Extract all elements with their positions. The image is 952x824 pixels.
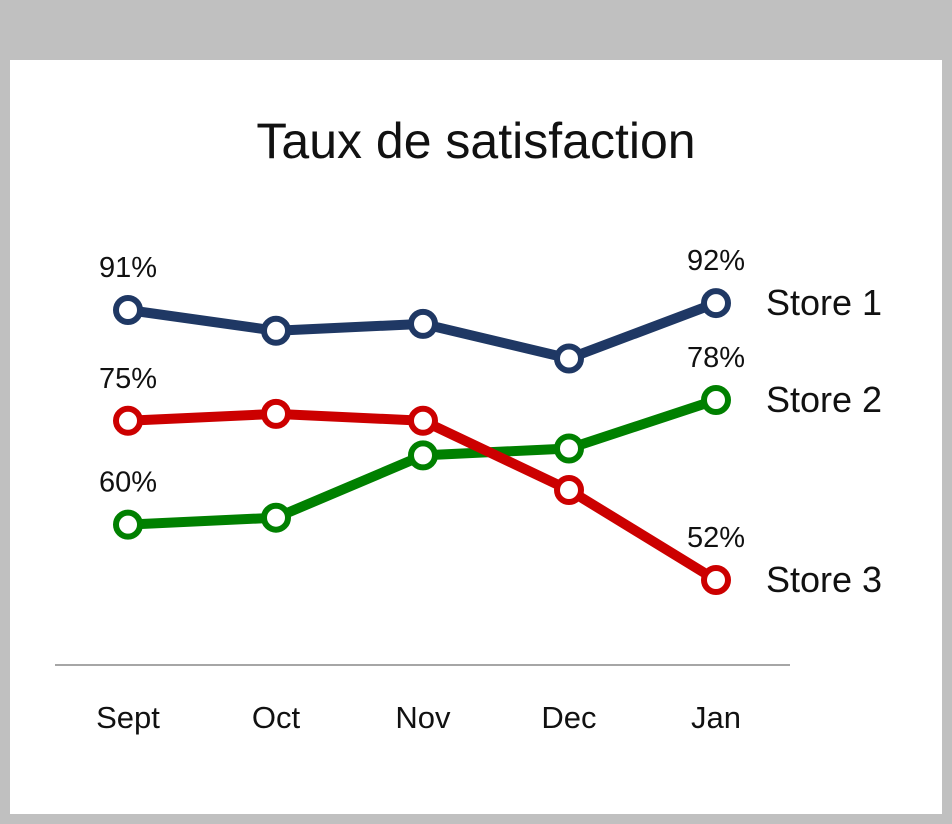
x-tick-label: Nov	[395, 700, 451, 735]
legend-label: Store 3	[766, 559, 882, 600]
data-point	[554, 433, 584, 464]
data-point	[113, 509, 143, 540]
data-point	[554, 343, 584, 374]
data-point	[554, 475, 584, 505]
data-point	[408, 308, 438, 339]
end-value-label: 92%	[687, 245, 745, 277]
x-tick-label: Oct	[252, 700, 301, 735]
data-point	[113, 295, 143, 325]
start-value-label: 91%	[99, 252, 157, 284]
x-tick-label: Sept	[96, 700, 160, 735]
data-point	[113, 405, 143, 436]
x-tick-label: Jan	[691, 700, 741, 735]
data-point	[701, 288, 731, 319]
legend-label: Store 1	[766, 282, 882, 323]
series-line-3	[123, 408, 721, 585]
start-value-label: 75%	[99, 363, 157, 395]
data-point	[701, 565, 731, 595]
data-point	[261, 398, 291, 429]
start-value-label: 60%	[99, 467, 157, 499]
x-tick-label: Dec	[541, 700, 596, 735]
data-point	[408, 440, 438, 471]
data-point	[701, 385, 731, 415]
data-point	[408, 405, 438, 436]
data-point	[261, 315, 291, 346]
end-value-label: 78%	[687, 342, 745, 374]
chart-title: Taux de satisfaction	[256, 113, 696, 169]
data-point	[261, 502, 291, 533]
end-value-label: 52%	[687, 522, 745, 554]
legend-label: Store 2	[766, 379, 882, 420]
